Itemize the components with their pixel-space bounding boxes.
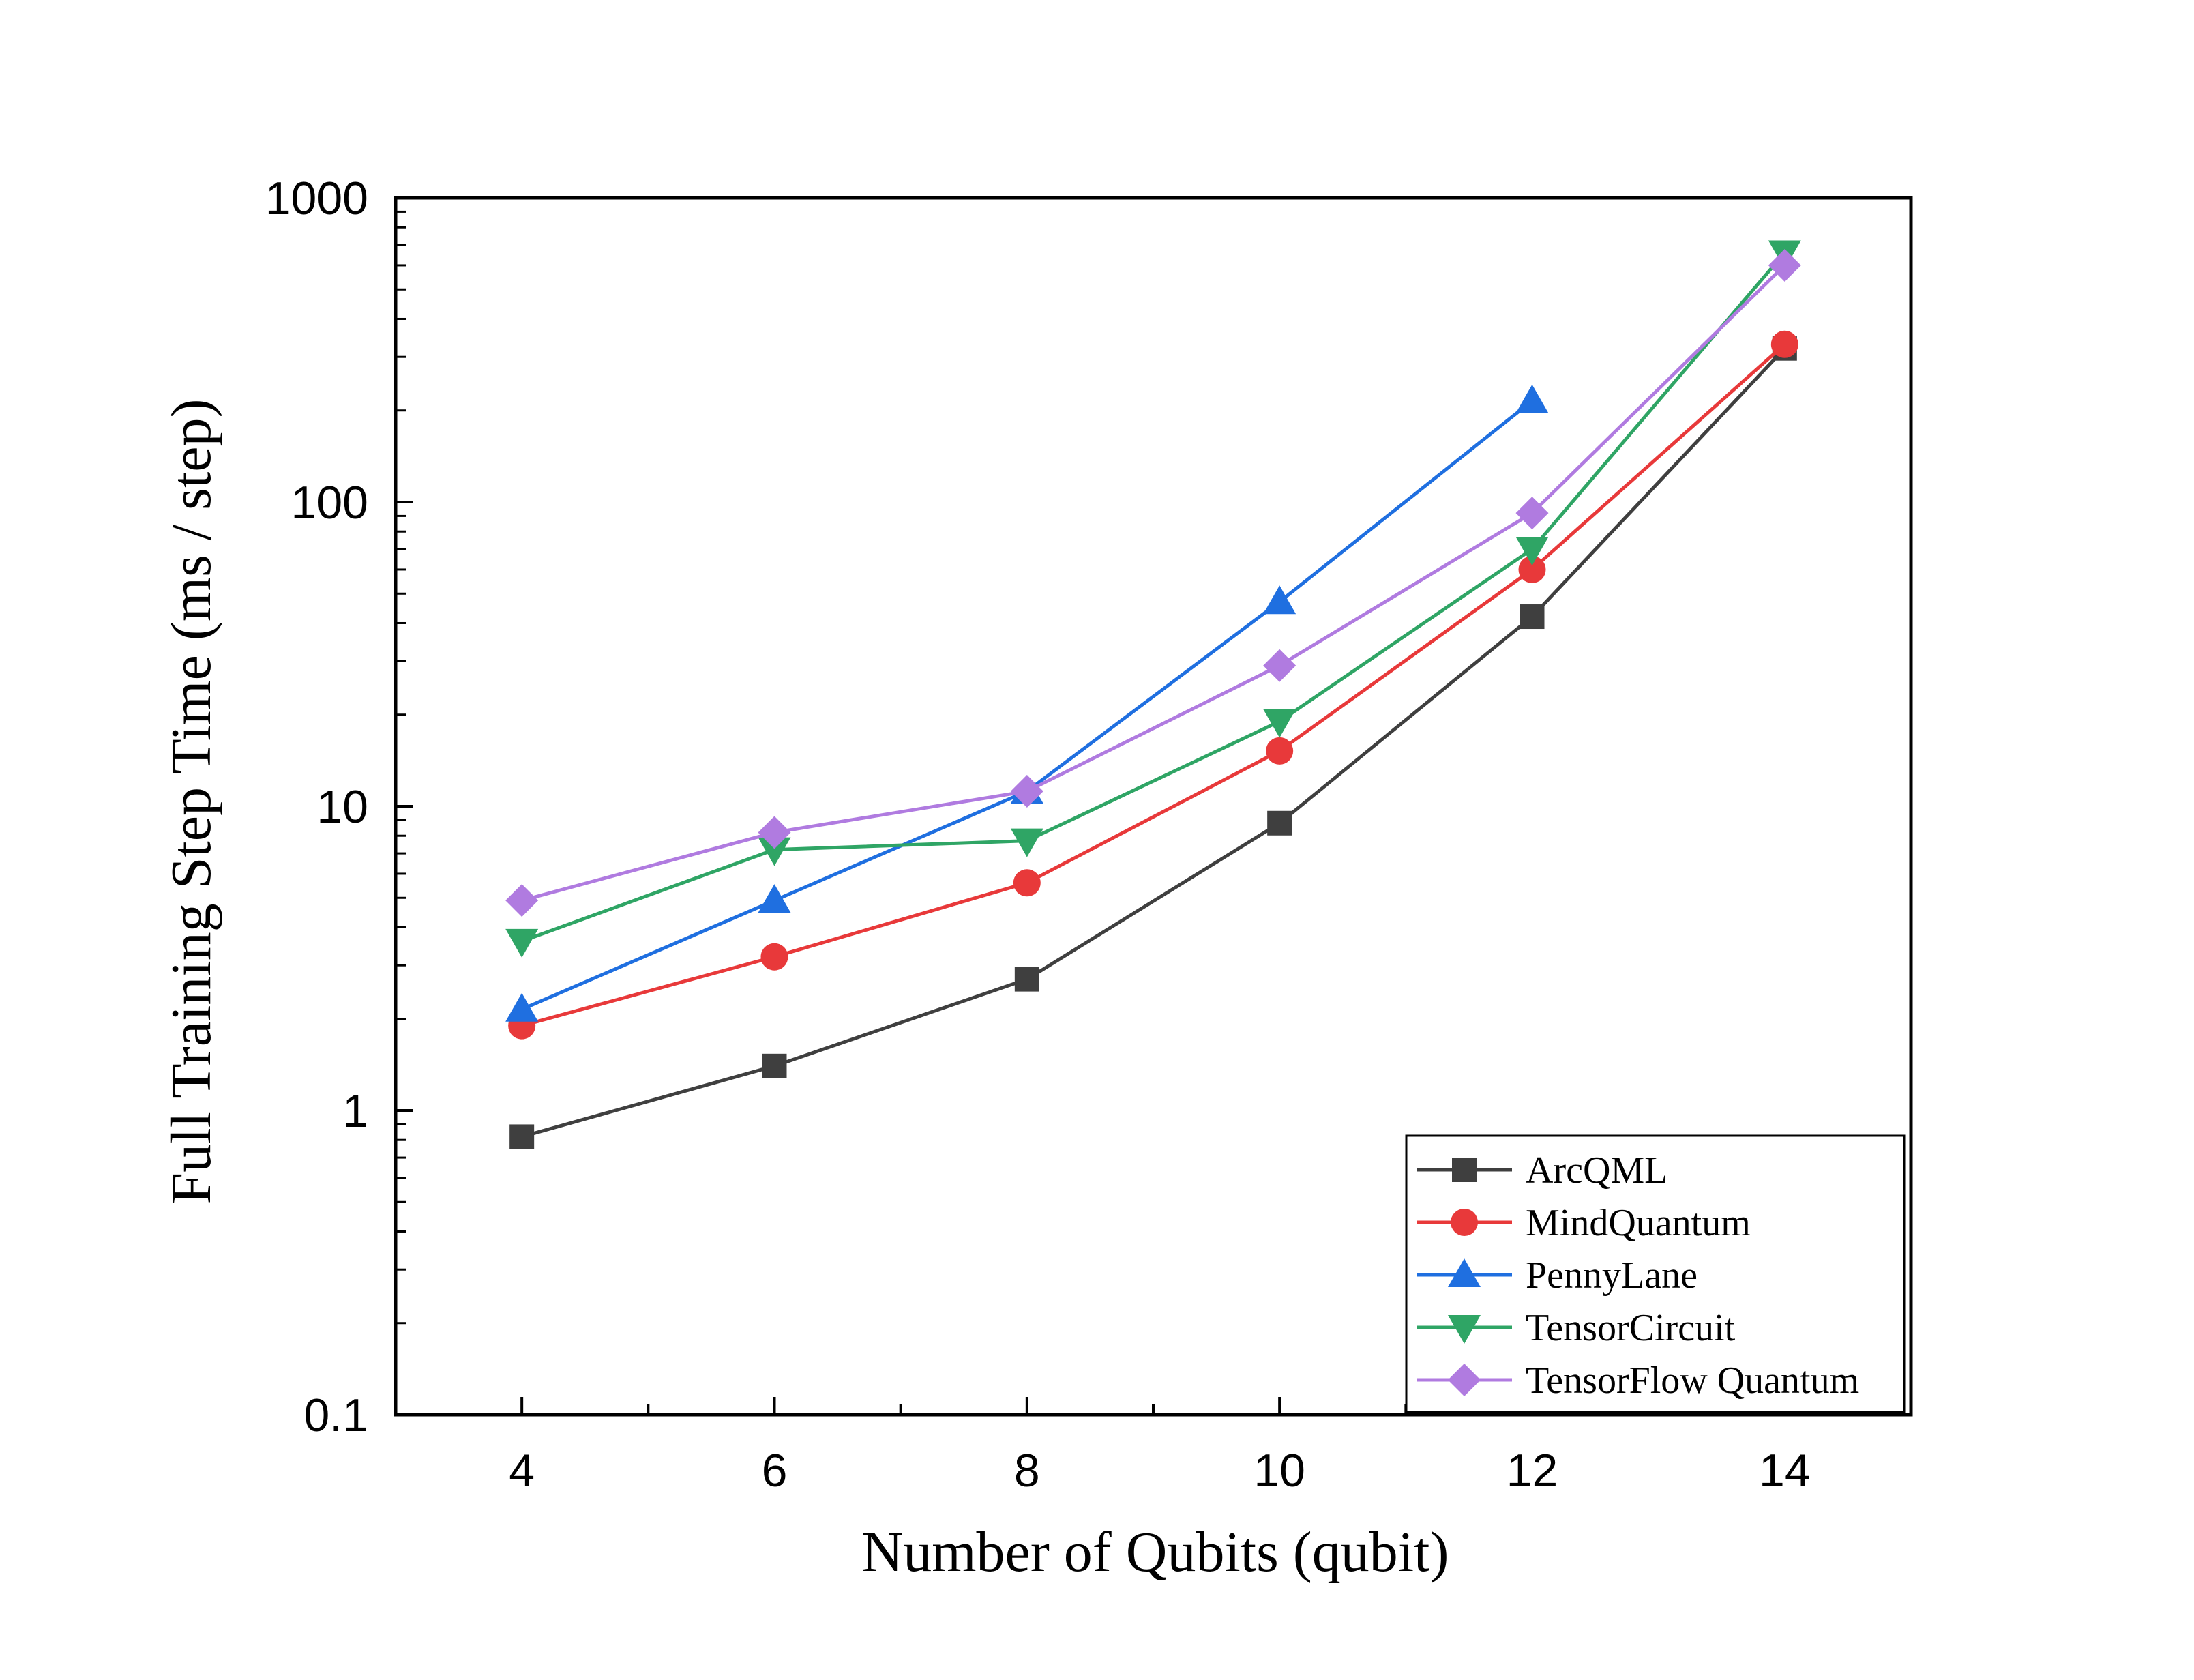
legend-label-arcqml: ArcQML xyxy=(1526,1149,1667,1192)
legend-item-arcqml: ArcQML xyxy=(1417,1149,1667,1192)
x-tick-label: 10 xyxy=(1254,1445,1305,1497)
data-point-tensorcircuit xyxy=(1010,828,1043,857)
legend-marker-tensorcircuit xyxy=(1448,1315,1481,1344)
legend-marker-tensorflow-quantum xyxy=(1448,1364,1481,1396)
legend: ArcQML MindQuantum PennyLane TensorCircuit T… xyxy=(1405,1134,1906,1413)
data-point-tensorflow-quantum xyxy=(1010,775,1043,808)
x-tick-label: 14 xyxy=(1759,1445,1811,1497)
data-point-tensorflow-quantum xyxy=(758,816,791,849)
data-point-tensorflow-quantum xyxy=(1263,649,1296,682)
legend-item-tensorcircuit: TensorCircuit xyxy=(1417,1307,1736,1349)
y-tick-label: 0.1 xyxy=(303,1389,368,1441)
data-point-tensorflow-quantum xyxy=(1515,497,1549,530)
y-tick-label: 1 xyxy=(342,1085,368,1137)
legend-item-tensorflow-quantum: TensorFlow Quantum xyxy=(1417,1359,1859,1402)
data-point-mindquantum xyxy=(1770,330,1798,358)
y-tick-label: 1000 xyxy=(265,173,368,224)
data-point-arcqml xyxy=(1014,967,1039,992)
data-point-pennylane xyxy=(1515,384,1549,413)
data-point-pennylane xyxy=(758,884,791,913)
data-point-arcqml xyxy=(762,1053,787,1078)
data-point-tensorflow-quantum xyxy=(505,884,539,917)
legend-label-mindquantum: MindQuantum xyxy=(1526,1202,1751,1244)
y-tick-label: 100 xyxy=(291,477,368,529)
data-point-mindquantum xyxy=(1013,869,1041,897)
legend-item-mindquantum: MindQuantum xyxy=(1417,1202,1751,1244)
axes: 4 6 8 10 12 14 0.1 1 10 100 1000 xyxy=(265,173,1913,1497)
data-point-tensorcircuit xyxy=(1515,537,1549,566)
x-tick-label: 4 xyxy=(509,1445,535,1497)
series-line-arcqml xyxy=(521,347,1786,1138)
data-point-tensorcircuit xyxy=(758,837,791,866)
x-tick-label: 6 xyxy=(762,1445,788,1497)
data-point-mindquantum xyxy=(760,943,788,971)
data-point-tensorcircuit xyxy=(1263,709,1296,738)
series-line-mindquantum xyxy=(521,342,1786,1028)
data-point-tensorcircuit xyxy=(505,928,539,958)
data-point-tensorflow-quantum xyxy=(1768,248,1801,282)
data-point-pennylane xyxy=(1263,585,1296,615)
legend-label-pennylane: PennyLane xyxy=(1526,1254,1698,1297)
legend-marker-mindquantum xyxy=(1451,1209,1478,1236)
legend-marker-pennylane xyxy=(1448,1258,1481,1287)
y-axis-title: Full Training Step Time (ms / step) xyxy=(160,399,223,1205)
data-point-arcqml xyxy=(1267,810,1292,836)
series-line-tensorcircuit xyxy=(521,251,1786,943)
x-tick-label: 8 xyxy=(1014,1445,1040,1497)
y-tick-label: 10 xyxy=(316,781,368,833)
data-point-mindquantum xyxy=(1266,737,1294,765)
legend-label-tensorflow-quantum: TensorFlow Quantum xyxy=(1526,1359,1859,1402)
legend-label-tensorcircuit: TensorCircuit xyxy=(1526,1307,1736,1349)
legend-item-pennylane: PennyLane xyxy=(1417,1254,1698,1297)
legend-marker-arcqml xyxy=(1452,1158,1477,1182)
series-tensorflow-quantum xyxy=(505,248,1801,917)
data-point-mindquantum xyxy=(1518,555,1546,583)
data-point-arcqml xyxy=(509,1124,535,1149)
x-axis-title: Number of Qubits (qubit) xyxy=(862,1520,1449,1584)
data-point-arcqml xyxy=(1520,604,1545,630)
series-line-tensorflow-quantum xyxy=(521,264,1786,902)
x-tick-label: 12 xyxy=(1507,1445,1558,1497)
series-group xyxy=(505,240,1801,1149)
data-point-pennylane xyxy=(505,992,539,1022)
